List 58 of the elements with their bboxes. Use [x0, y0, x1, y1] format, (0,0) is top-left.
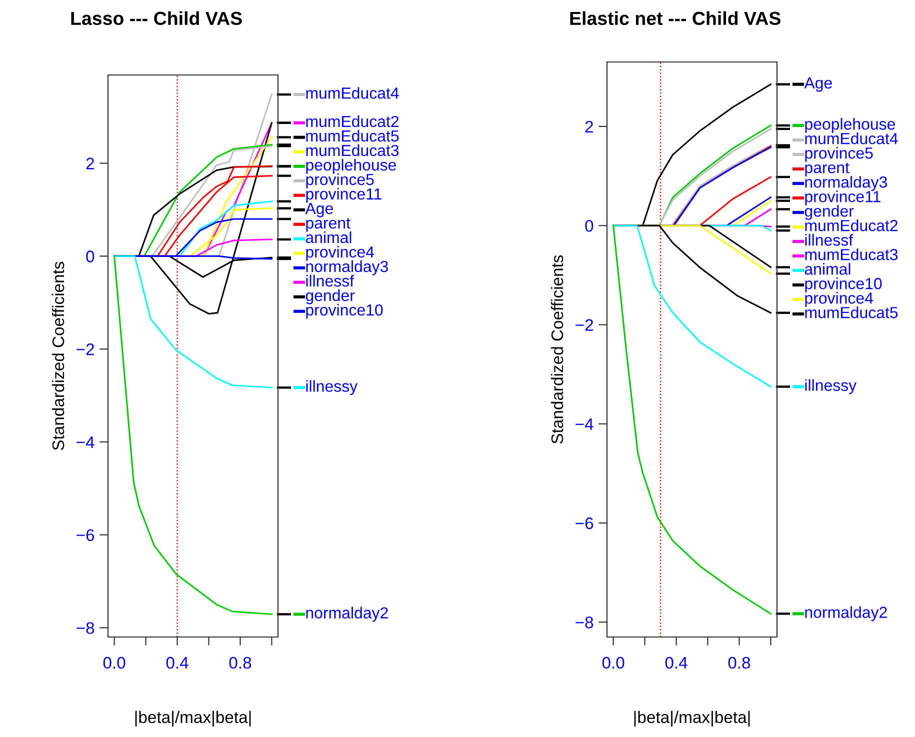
- y-tick-label: −2: [76, 343, 94, 356]
- legend-label: mumEducat4: [805, 132, 898, 144]
- x-axis-title: |beta|/max|beta|: [135, 710, 251, 726]
- chart-title: Elastic net --- Child VAS: [570, 11, 780, 26]
- legend-label: illnessy: [306, 380, 358, 396]
- y-tick-label: 0: [585, 220, 594, 232]
- legend-label: illnessf: [805, 234, 854, 246]
- legend-label: Age: [305, 202, 333, 218]
- legend-label: mumEducat5: [306, 130, 399, 142]
- x-tick-label: 0.4: [166, 656, 188, 669]
- legend-label: mumEducat2: [805, 220, 898, 232]
- y-tick-label: −4: [76, 436, 94, 448]
- y-axis-title: Standardized Coefficients: [52, 262, 64, 450]
- legend-label: province11: [805, 190, 880, 206]
- y-axis-title: Standardized Coefficients: [550, 255, 564, 444]
- legend-label: province5: [306, 173, 374, 188]
- y-tick-label: −4: [576, 418, 594, 430]
- x-tick-label: 0.0: [103, 656, 126, 669]
- legend-label: Age: [804, 77, 832, 92]
- y-tick-label: 2: [585, 120, 593, 132]
- y-tick-label: 0: [86, 250, 94, 262]
- legend-label: normalday2: [805, 606, 887, 622]
- legend-label: animal: [804, 263, 850, 275]
- legend-label: parent: [805, 162, 850, 176]
- legend-label: peoplehouse: [805, 118, 895, 133]
- legend-label: normalday2: [306, 606, 388, 622]
- legend-label: province4: [306, 246, 374, 261]
- x-axis-title: |beta|/max|beta|: [634, 710, 750, 726]
- legend-label: parent: [306, 218, 350, 232]
- legend-label: province10: [805, 278, 882, 292]
- x-tick-label: 0.8: [728, 656, 750, 669]
- y-tick-label: −6: [576, 517, 594, 530]
- legend-label: mumEducat3: [306, 144, 399, 156]
- x-tick-label: 0.0: [602, 656, 624, 669]
- legend-label: province11: [306, 188, 382, 203]
- legend-label: animal: [306, 231, 352, 244]
- legend-label: illnessy: [805, 379, 857, 394]
- y-tick-label: −6: [76, 529, 94, 542]
- legend-label: mumEducat5: [805, 306, 898, 318]
- x-tick-label: 0.8: [229, 656, 252, 669]
- x-tick-label: 0.4: [665, 656, 688, 669]
- legend-label: gender: [306, 289, 355, 304]
- legend-label: province4: [805, 292, 873, 307]
- y-tick-label: 2: [86, 158, 94, 170]
- y-tick-label: −8: [76, 622, 94, 634]
- chart-title: Lasso --- Child VAS: [71, 11, 242, 26]
- legend-label: mumEducat3: [805, 248, 898, 260]
- legend-label: mumEducat4: [306, 87, 399, 99]
- legend-label: province10: [306, 304, 383, 319]
- y-tick-label: −8: [576, 616, 594, 628]
- legend-label: province5: [805, 147, 873, 162]
- legend-label: normalday3: [805, 176, 887, 191]
- legend-label: mumEducat2: [306, 115, 398, 128]
- legend-label: normalday3: [306, 260, 388, 276]
- y-tick-label: −2: [576, 319, 593, 331]
- legend-label: gender: [804, 205, 854, 220]
- legend-label: peoplehouse: [306, 158, 396, 174]
- legend-label: illnessf: [306, 274, 354, 287]
